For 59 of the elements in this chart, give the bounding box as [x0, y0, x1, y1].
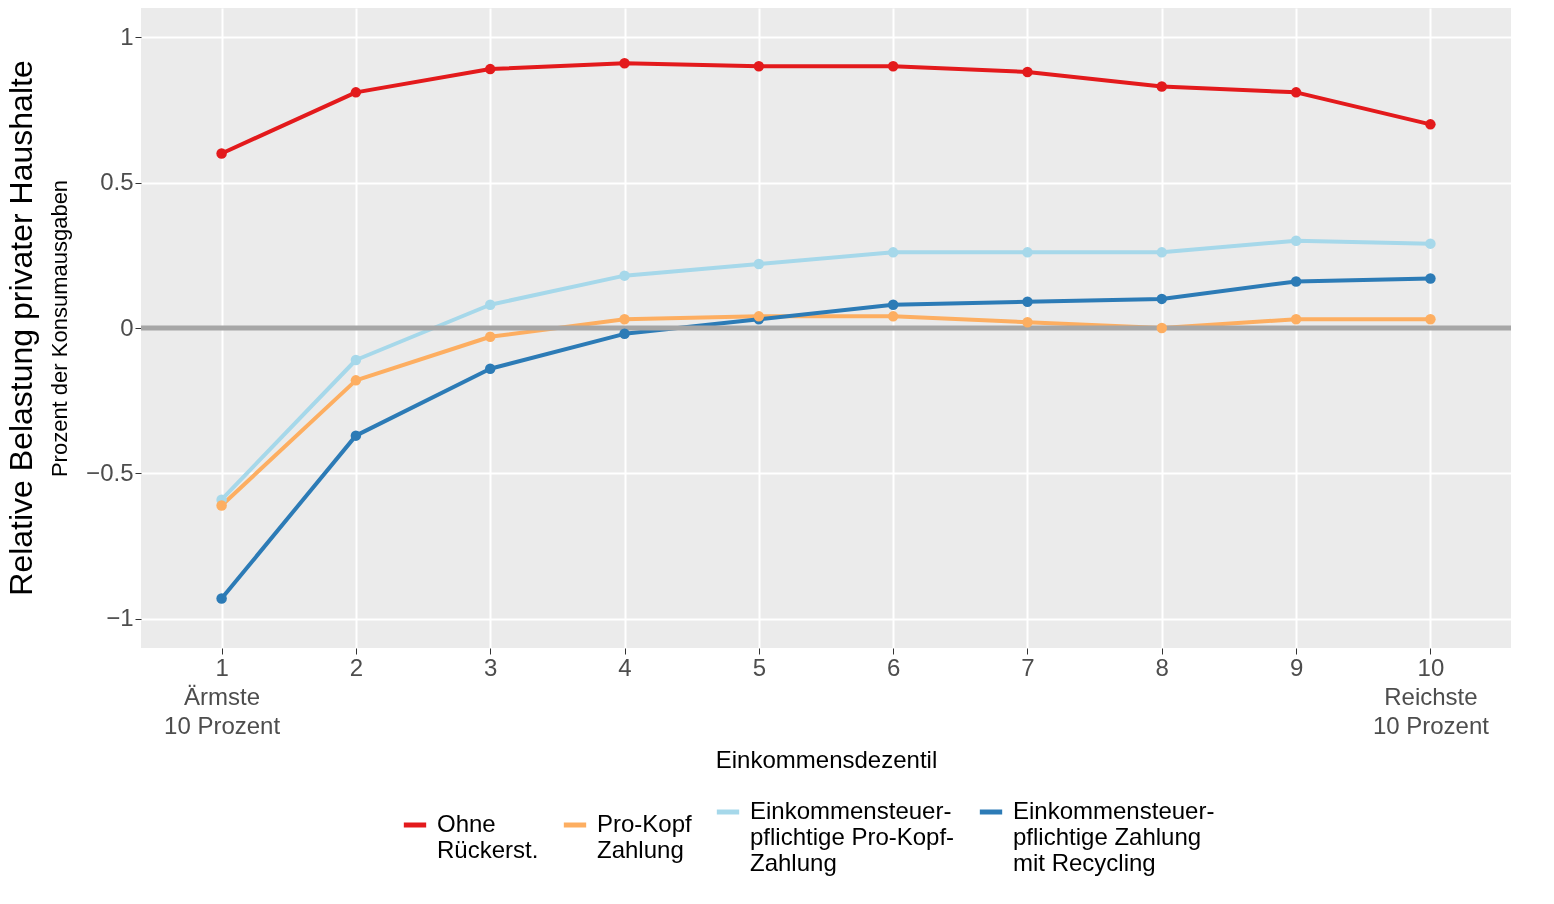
- point: [484, 363, 496, 374]
- point: [1022, 247, 1033, 258]
- point: [753, 60, 765, 72]
- y-tick-label: 0: [120, 313, 134, 341]
- point: [1425, 119, 1436, 130]
- legend-label: Pro-Kopf Zahlung: [597, 810, 693, 863]
- point: [1290, 276, 1302, 287]
- text: Relative Belastung privater Haushalte: [2, 60, 39, 596]
- point: [619, 328, 630, 340]
- point: [350, 430, 362, 441]
- point: [887, 299, 899, 310]
- point: [619, 58, 630, 69]
- x-tick-label: 4: [618, 653, 632, 681]
- x-tick-label: 8: [1155, 653, 1169, 681]
- point: [216, 148, 227, 159]
- point: [1156, 322, 1168, 334]
- x-tick-label: 6: [886, 653, 901, 681]
- point: [350, 87, 362, 98]
- y-tick-label: −0.5: [86, 458, 134, 486]
- legend-label: Ohne Rückerst.: [437, 810, 539, 863]
- point: [619, 314, 630, 325]
- point: [216, 500, 227, 511]
- point: [1290, 87, 1302, 98]
- point: [887, 247, 899, 258]
- point: [887, 60, 899, 72]
- point: [1425, 314, 1436, 325]
- point: [619, 270, 630, 281]
- point: [887, 311, 899, 322]
- point: [484, 63, 496, 75]
- x-tick-label: 2: [349, 653, 364, 681]
- point: [484, 299, 496, 310]
- point: [753, 258, 765, 270]
- legend-label: Einkommensteuer- pflichtige Pro-Kopf- Zahlung: [750, 797, 955, 876]
- point: [1022, 316, 1033, 328]
- point: [1156, 293, 1168, 305]
- x-axis-title: Einkommensdezentil: [715, 745, 938, 773]
- y-tick-label: 1: [120, 22, 134, 50]
- point: [1425, 238, 1436, 249]
- x-tick-label: 1 Ärmste 10 Prozent: [164, 653, 281, 739]
- x-tick-label: 10 Reichste 10 Prozent: [1372, 653, 1490, 739]
- point: [350, 375, 362, 386]
- y-tick-label: 0.5: [100, 168, 134, 196]
- y-axis-title: Prozent der Konsumausgaben: [47, 179, 73, 478]
- legend-label: Einkommensteuer- pflichtige Zahlung mit Recycling: [1013, 797, 1215, 876]
- x-tick-label: 5: [752, 653, 767, 681]
- point: [350, 354, 362, 366]
- y-tick-label: −1: [106, 604, 134, 632]
- x-tick-label: 3: [484, 653, 498, 681]
- point: [484, 331, 496, 342]
- x-tick-label: 7: [1021, 653, 1035, 681]
- x-tick-label: 9: [1289, 653, 1304, 681]
- point: [1425, 273, 1436, 284]
- point: [216, 593, 227, 604]
- point: [1022, 296, 1033, 308]
- point: [1156, 81, 1168, 92]
- point: [1156, 247, 1168, 258]
- point: [1022, 66, 1033, 78]
- point: [1290, 235, 1302, 246]
- point: [1290, 314, 1302, 325]
